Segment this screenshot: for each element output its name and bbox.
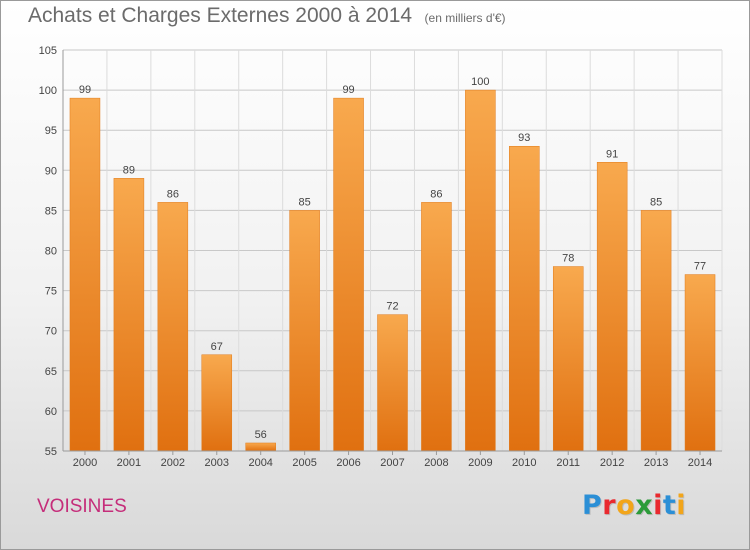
y-tick-label: 80 [45,246,57,258]
logo-letter: x [635,490,654,521]
y-tick-label: 100 [39,85,57,97]
bar-2012 [596,162,628,452]
bar-2013 [640,210,672,452]
x-tick-label-2012: 2012 [600,457,624,469]
bar-layer: 99 89 86 67 56 85 99 72 86 100 93 78 91 85 77 [69,76,716,452]
y-tick-label: 95 [45,125,57,137]
bar-2011 [552,266,584,452]
bar-2005 [289,210,320,452]
axis-layer: 55 60 65 70 75 80 85 90 95 100 105 2000 2001 2002 2003… [39,45,722,469]
bar-2014 [684,274,716,452]
y-tick-label: 60 [45,406,57,418]
proxiti-logo: Proxiti [582,490,686,521]
bar-2002 [157,202,189,452]
data-label-2001: 89 [123,164,135,176]
data-label-2000: 99 [79,84,91,96]
data-label-2013: 85 [650,196,662,208]
x-tick-label-2003: 2003 [205,457,229,469]
x-tick-label-2013: 2013 [644,457,668,469]
bar-2006 [333,97,364,452]
x-tick-label-2002: 2002 [161,457,185,469]
logo-letter: t [662,490,677,521]
x-tick-label-2014: 2014 [688,457,712,469]
data-label-2014: 77 [694,261,706,273]
commune-name: VOISINES [37,496,127,517]
data-label-2002: 86 [167,188,179,200]
logo-letter: r [602,490,617,521]
data-label-2007: 72 [386,301,398,313]
logo-letter: i [676,490,687,521]
data-label-2008: 86 [430,188,442,200]
x-tick-label-2001: 2001 [117,457,141,469]
data-label-2012: 91 [606,148,618,160]
y-tick-label: 75 [45,286,57,298]
data-label-2011: 78 [562,253,574,265]
bar-2003 [201,354,233,452]
data-label-2004: 56 [255,429,267,441]
data-label-2010: 93 [518,132,530,144]
x-tick-label-2007: 2007 [380,457,404,469]
x-tick-label-2011: 2011 [556,457,580,469]
x-tick-label-2009: 2009 [468,457,492,469]
data-label-2003: 67 [211,341,223,353]
chart-title-block: Achats et Charges Externes 2000 à 2014 (… [28,4,506,28]
y-tick-label: 55 [45,446,57,458]
logo-letter: o [616,490,636,521]
data-label-2006: 99 [342,84,354,96]
x-tick-label-2005: 2005 [292,457,316,469]
bar-2004 [245,442,276,452]
chart-unit-label: (en milliers d'€) [424,11,506,25]
y-tick-label: 85 [45,205,57,217]
y-tick-label: 105 [39,45,57,57]
x-tick-label-2010: 2010 [512,457,536,469]
bar-2008 [421,202,452,452]
x-tick-label-2006: 2006 [336,457,360,469]
data-label-2005: 85 [299,196,311,208]
bar-2000 [69,97,101,452]
y-tick-label: 65 [45,366,57,378]
logo-letter: i [653,490,663,521]
logo-letter: P [582,490,603,521]
y-tick-label: 90 [45,165,57,177]
chart-title: Achats et Charges Externes 2000 à 2014 [28,4,413,27]
y-tick-label: 70 [45,326,57,338]
x-tick-label-2004: 2004 [248,457,272,469]
bar-2010 [509,145,540,452]
bar-2001 [113,178,145,452]
bar-2007 [377,314,408,452]
x-tick-label-2000: 2000 [73,457,97,469]
bar-2009 [465,89,496,452]
data-label-2009: 100 [471,76,489,88]
x-tick-label-2008: 2008 [424,457,448,469]
